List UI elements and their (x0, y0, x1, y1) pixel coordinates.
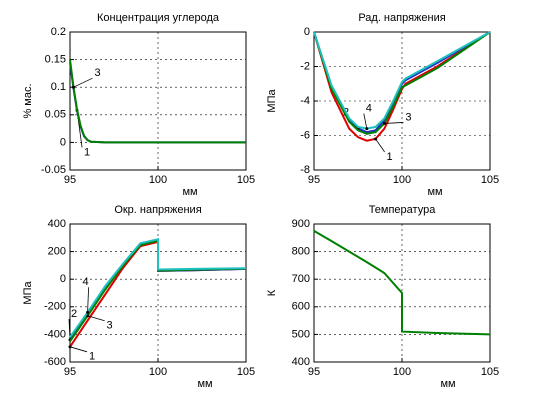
annotation-arrow (87, 287, 89, 313)
series-label: 3 (107, 320, 113, 332)
y-tick-label: 200 (48, 246, 66, 258)
x-axis-label: мм (427, 186, 442, 198)
x-axis-label: мм (440, 378, 455, 390)
x-tick-label: 100 (149, 174, 167, 186)
annotation-arrow (73, 77, 93, 88)
y-tick-label: 500 (292, 328, 310, 340)
arrow-head (72, 85, 76, 89)
annotation-arrow (363, 113, 368, 129)
y-tick-label: 400 (292, 356, 310, 368)
data-line (313, 230, 491, 336)
axes-frame (69, 31, 247, 171)
chart-title: Температура (369, 204, 437, 216)
series-label: 4 (83, 276, 89, 288)
y-tick-label: 900 (292, 218, 310, 230)
y-tick-label: -2 (300, 60, 310, 72)
y-tick-label: 0 (304, 26, 310, 38)
arrow-head (68, 345, 72, 349)
annotation-arrow (69, 346, 88, 353)
data-line (313, 31, 491, 142)
y-tick-label: 0.05 (45, 109, 66, 121)
x-axis-label: мм (182, 186, 197, 198)
axes-frame (313, 223, 491, 363)
x-tick-label: 105 (481, 366, 499, 378)
axes-frame (69, 223, 247, 363)
y-tick-label: -8 (300, 164, 310, 176)
y-tick-label: -400 (44, 328, 66, 340)
x-tick-label: 100 (393, 174, 411, 186)
y-tick-label: 600 (292, 301, 310, 313)
chart-title: Окр. напряжения (114, 204, 201, 216)
data-line (313, 31, 491, 130)
data-line (313, 31, 491, 135)
x-tick-label: 105 (237, 366, 255, 378)
annotation-arrow (375, 138, 385, 153)
data-line (69, 237, 247, 338)
series-label: 2 (71, 308, 77, 320)
annotation-arrow (87, 315, 105, 322)
y-tick-label: 700 (292, 273, 310, 285)
x-tick-label: 100 (393, 366, 411, 378)
y-axis-label: МПа (266, 89, 278, 113)
y-tick-label: 800 (292, 246, 310, 258)
y-tick-label: 0 (60, 136, 66, 148)
x-tick-label: 100 (149, 366, 167, 378)
y-axis-label: % мас. (22, 83, 34, 118)
y-axis-label: МПа (22, 281, 34, 305)
arrow-head (365, 127, 369, 131)
axes-frame (313, 31, 491, 171)
x-tick-label: 95 (64, 366, 76, 378)
series-label: 1 (89, 351, 95, 363)
chart-title: Концентрация углерода (97, 12, 220, 24)
x-tick-label: 95 (308, 366, 320, 378)
y-tick-label: 0 (60, 273, 66, 285)
y-tick-label: -200 (44, 301, 66, 313)
y-axis-label: К (266, 289, 278, 296)
annotation-arrow (384, 122, 404, 124)
series-label: 1 (387, 151, 393, 163)
arrow-head (382, 121, 386, 125)
y-tick-label: 400 (48, 218, 66, 230)
chart-title: Рад. напряжения (358, 12, 445, 24)
y-tick-label: -600 (44, 356, 66, 368)
y-tick-label: -6 (300, 129, 310, 141)
series-label: 3 (405, 111, 411, 123)
x-tick-label: 105 (237, 174, 255, 186)
series-label: 4 (366, 103, 372, 115)
x-tick-label: 95 (308, 174, 320, 186)
x-tick-label: 95 (64, 174, 76, 186)
arrow-head (374, 137, 378, 141)
arrow-head (86, 310, 90, 314)
series-label: 3 (94, 67, 100, 79)
y-tick-label: 0.15 (45, 54, 66, 66)
y-tick-label: -0.05 (41, 164, 66, 176)
data-line (69, 59, 246, 144)
series-label: 1 (84, 146, 90, 158)
y-tick-label: -4 (300, 95, 310, 107)
y-tick-label: 0.2 (51, 26, 66, 38)
x-tick-label: 105 (481, 174, 499, 186)
y-tick-label: 0.1 (51, 81, 66, 93)
x-axis-label: мм (197, 378, 212, 390)
